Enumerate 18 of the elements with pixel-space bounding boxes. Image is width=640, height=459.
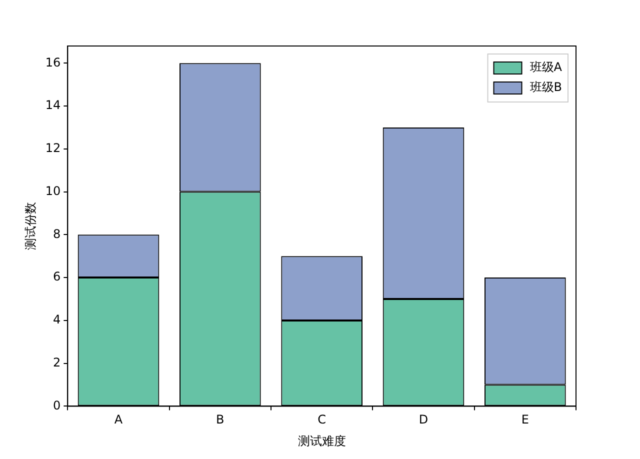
x-axis-title: 测试难度: [298, 434, 346, 448]
legend-label: 班级A: [530, 60, 563, 74]
y-tick-label: 2: [53, 355, 61, 370]
y-tick-label: 0: [53, 398, 61, 412]
x-tick-label: D: [418, 412, 428, 427]
x-tick-label: C: [318, 412, 326, 427]
x-tick-label: B: [216, 412, 224, 427]
legend-label: 班级B: [530, 80, 562, 94]
y-tick-label: 4: [53, 312, 61, 327]
x-tick-label: A: [114, 412, 124, 427]
y-tick-label: 14: [45, 98, 61, 112]
y-tick-label: 10: [45, 184, 61, 198]
y-tick-label: 12: [45, 141, 61, 156]
y-tick-label: 16: [45, 55, 61, 70]
x-tick-label: E: [521, 412, 529, 427]
y-axis-title: 测试份数: [23, 202, 38, 250]
y-tick-label: 8: [53, 226, 61, 241]
y-tick-label: 6: [53, 270, 61, 284]
